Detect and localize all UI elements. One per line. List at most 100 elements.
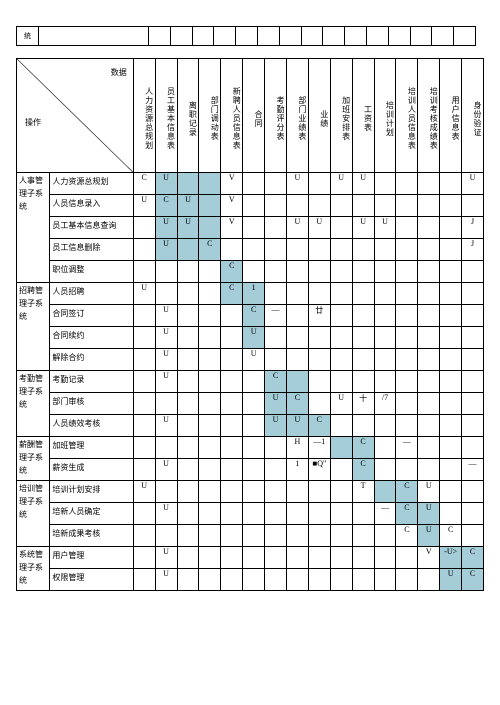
matrix-cell: T — [352, 481, 374, 503]
group-header: 招聘管理子系统 — [17, 283, 50, 371]
matrix-cell — [265, 525, 287, 547]
matrix-cell: J — [462, 239, 484, 261]
matrix-cell: U — [352, 173, 374, 195]
table-row: 解除合约UU — [17, 349, 484, 371]
matrix-cell — [155, 437, 177, 459]
matrix-cell — [133, 569, 155, 591]
matrix-cell: /7 — [374, 393, 396, 415]
matrix-cell — [330, 525, 352, 547]
matrix-cell — [440, 327, 462, 349]
matrix-cell: C — [199, 239, 221, 261]
matrix-cell — [418, 217, 440, 239]
matrix-cell — [440, 481, 462, 503]
matrix-cell — [418, 239, 440, 261]
matrix-cell: U — [177, 217, 199, 239]
matrix-cell — [374, 415, 396, 437]
matrix-cell — [243, 569, 265, 591]
matrix-cell: C — [352, 437, 374, 459]
matrix-cell — [374, 327, 396, 349]
matrix-cell — [155, 261, 177, 283]
table-row: 系统管理子系统用户管理UV-U>C — [17, 547, 484, 569]
matrix-cell — [199, 459, 221, 481]
matrix-cell — [330, 481, 352, 503]
row-header: 培训计划安排 — [50, 481, 133, 503]
matrix-cell — [418, 261, 440, 283]
matrix-cell — [199, 437, 221, 459]
matrix-cell — [440, 459, 462, 481]
matrix-cell — [330, 569, 352, 591]
matrix-cell: U — [308, 217, 330, 239]
matrix-cell: H — [286, 437, 308, 459]
matrix-cell — [133, 415, 155, 437]
matrix-cell — [133, 349, 155, 371]
matrix-cell — [396, 217, 418, 239]
matrix-cell — [265, 459, 287, 481]
column-headers: 数据操作人力资源总规划员工基本信息表离职记录部门调动表新聘人员信息表合同考勤评分… — [17, 59, 484, 173]
row-header: 用户管理 — [50, 547, 133, 569]
matrix-cell — [396, 547, 418, 569]
matrix-cell — [133, 437, 155, 459]
matrix-cell — [396, 327, 418, 349]
matrix-cell — [133, 327, 155, 349]
matrix-cell — [462, 371, 484, 393]
matrix-cell — [330, 195, 352, 217]
column-header: 身份验证 — [462, 59, 484, 173]
matrix-cell — [199, 327, 221, 349]
matrix-cell — [265, 217, 287, 239]
table-row: 薪酬管理子系统加班管理H—1C— — [17, 437, 484, 459]
matrix-cell — [352, 239, 374, 261]
matrix-cell — [199, 503, 221, 525]
matrix-cell — [155, 283, 177, 305]
table-row: 部门审核UCU十/7 — [17, 393, 484, 415]
matrix-cell — [177, 459, 199, 481]
top-ruler: 统 — [16, 26, 476, 46]
matrix-cell: U — [265, 415, 287, 437]
matrix-cell — [221, 239, 243, 261]
column-header: 业绩 — [308, 59, 330, 173]
row-header: 职位调整 — [50, 261, 133, 283]
matrix-cell — [418, 305, 440, 327]
matrix-cell — [243, 503, 265, 525]
matrix-cell — [133, 261, 155, 283]
matrix-cell — [199, 525, 221, 547]
matrix-cell — [330, 239, 352, 261]
matrix-cell: U — [155, 173, 177, 195]
matrix-cell — [374, 459, 396, 481]
row-header: 考勤记录 — [50, 371, 133, 393]
table-row: 薪资生成U1■Q"C— — [17, 459, 484, 481]
matrix-cell — [308, 349, 330, 371]
group-header: 薪酬管理子系统 — [17, 437, 50, 481]
matrix-cell — [286, 525, 308, 547]
matrix-cell — [133, 547, 155, 569]
matrix-cell — [396, 393, 418, 415]
matrix-cell: C — [243, 305, 265, 327]
column-header: 人力资源总规划 — [133, 59, 155, 173]
matrix-cell — [177, 305, 199, 327]
row-header: 部门审核 — [50, 393, 133, 415]
matrix-cell — [243, 415, 265, 437]
matrix-cell — [199, 195, 221, 217]
matrix-cell — [440, 173, 462, 195]
matrix-cell: U — [243, 327, 265, 349]
matrix-cell — [462, 393, 484, 415]
matrix-cell: -U> — [440, 547, 462, 569]
matrix-cell — [243, 239, 265, 261]
matrix-cell — [374, 195, 396, 217]
matrix-cell: U — [155, 239, 177, 261]
matrix-cell — [177, 569, 199, 591]
matrix-cell — [286, 239, 308, 261]
matrix-cell — [286, 283, 308, 305]
corner-cell: 数据操作 — [17, 59, 134, 173]
matrix-cell — [243, 371, 265, 393]
matrix-cell — [199, 569, 221, 591]
matrix-cell — [286, 503, 308, 525]
matrix-cell — [330, 437, 352, 459]
matrix-cell — [177, 393, 199, 415]
matrix-cell — [352, 415, 374, 437]
matrix-cell: — — [374, 503, 396, 525]
column-header: 工资表 — [352, 59, 374, 173]
matrix-cell: C — [155, 195, 177, 217]
table-row: 人员信息录入UCUV — [17, 195, 484, 217]
matrix-cell — [286, 195, 308, 217]
matrix-cell: C — [308, 415, 330, 437]
